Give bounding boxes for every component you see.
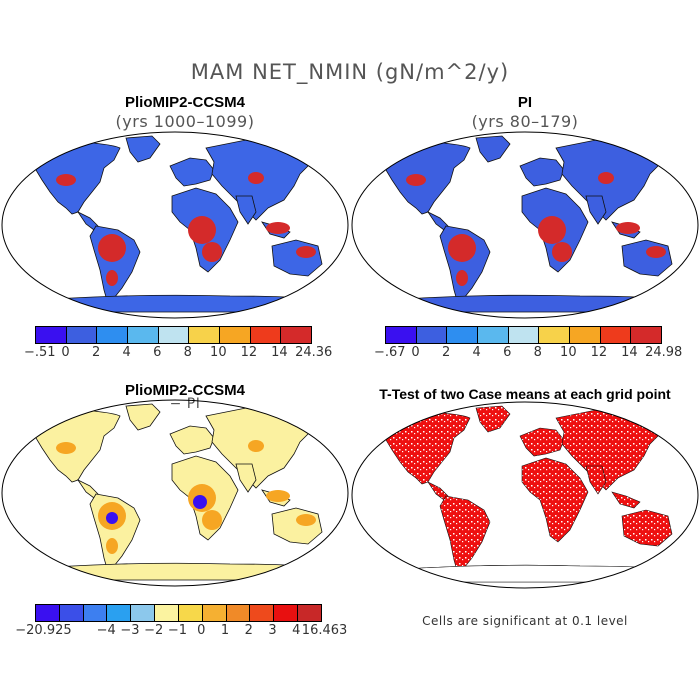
colorbar-tick-label: 14 — [621, 345, 638, 360]
panel-1-colorbar — [35, 326, 312, 344]
colorbar-tick-label: −2 — [144, 623, 164, 638]
panel-1-title: PlioMIP2-CCSM4 — [124, 94, 245, 111]
panel-3-map — [1, 399, 349, 587]
colorbar-tick-label: 4 — [292, 623, 301, 638]
colorbar-tick-label: 14 — [271, 345, 288, 360]
colorbar-tick-label: 4 — [122, 345, 131, 360]
colorbar-swatch — [416, 327, 448, 343]
colorbar-tick-label: 0 — [61, 345, 70, 360]
globe-outline — [351, 131, 699, 319]
colorbar-tick-label: 2 — [244, 623, 253, 638]
panel-2-subtitle: (yrs 80–179) — [471, 112, 579, 131]
colorbar-swatch — [131, 605, 156, 621]
colorbar-swatch — [570, 327, 601, 343]
colorbar-swatch — [155, 605, 179, 621]
globe-outline — [1, 399, 349, 587]
significant-cells — [361, 405, 683, 583]
colorbar-tick-label: 10 — [210, 345, 227, 360]
colorbar-swatch — [66, 327, 98, 343]
colorbar-tick-label: 4 — [472, 345, 481, 360]
colorbar-swatch — [202, 605, 227, 621]
panel-1-subtitle: (yrs 1000–1099) — [115, 112, 255, 131]
colorbar-tick-label: 8 — [183, 345, 192, 360]
panel-2-title: PI — [517, 94, 533, 111]
colorbar-tick-label: 3 — [268, 623, 277, 638]
colorbar-tick-label: 10 — [560, 345, 577, 360]
panel-4-map — [351, 401, 699, 589]
colorbar-swatch — [128, 327, 159, 343]
colorbar-tick-label: 8 — [533, 345, 542, 360]
colorbar-tick-label: 24.36 — [295, 345, 333, 360]
colorbar-swatch — [107, 605, 132, 621]
colorbar-tick-label: 0 — [411, 345, 420, 360]
globe-outline — [1, 131, 349, 319]
significance-note: Cells are significant at 0.1 level — [422, 614, 628, 628]
colorbar-tick-label: −3 — [120, 623, 140, 638]
negative-change-region — [193, 495, 207, 509]
panel-2-colorbar-labels: −.67 0 2 4 6 8 10 12 14 24.98 — [374, 345, 682, 361]
colorbar-tick-label: −.51 — [23, 345, 56, 360]
colorbar-swatch — [250, 327, 282, 343]
panel-2-colorbar — [385, 326, 662, 344]
colorbar-swatch — [508, 327, 540, 343]
colorbar-tick-label: −.67 — [373, 345, 406, 360]
colorbar-swatch — [83, 605, 108, 621]
colorbar-swatch — [478, 327, 509, 343]
colorbar-tick-label: 6 — [153, 345, 162, 360]
colorbar-tick-label: 6 — [503, 345, 512, 360]
colorbar-swatch — [274, 605, 299, 621]
panel-1-map — [1, 131, 349, 319]
panel-3-colorbar-labels: −20.925 −4 −3 −2 −1 0 1 2 3 4 16.463 — [15, 623, 347, 639]
colorbar-swatch — [59, 605, 84, 621]
negative-change-region — [106, 512, 118, 524]
panel-2-map — [351, 131, 699, 319]
colorbar-swatch — [97, 327, 129, 343]
colorbar-tick-label: 12 — [240, 345, 258, 360]
colorbar-tick-label: 12 — [590, 345, 608, 360]
colorbar-tick-label: 24.98 — [645, 345, 683, 360]
colorbar-tick-label: −1 — [167, 623, 188, 638]
colorbar-swatch — [631, 327, 662, 343]
colorbar-swatch — [298, 605, 321, 621]
globe-outline — [351, 401, 699, 589]
colorbar-swatch — [226, 605, 251, 621]
panel-4-title: T-Test of two Case means at each grid po… — [379, 386, 671, 402]
colorbar-swatch — [447, 327, 479, 343]
colorbar-tick-label: 16.463 — [301, 623, 348, 638]
colorbar-tick-label: 0 — [197, 623, 206, 638]
colorbar-swatch — [250, 605, 275, 621]
colorbar-tick-label: −20.925 — [15, 623, 72, 638]
colorbar-swatch — [178, 605, 203, 621]
colorbar-swatch — [220, 327, 251, 343]
colorbar-swatch — [281, 327, 312, 343]
panel-1-colorbar-labels: −.51 0 2 4 6 8 10 12 14 24.36 — [24, 345, 332, 361]
colorbar-swatch — [189, 327, 221, 343]
colorbar-tick-label: −4 — [96, 623, 116, 638]
figure-title: MAM NET_NMIN (gN/m^2/y) — [190, 60, 510, 84]
colorbar-swatch — [386, 327, 417, 343]
colorbar-swatch — [158, 327, 190, 343]
colorbar-tick-label: 2 — [441, 345, 451, 360]
colorbar-tick-label: 1 — [220, 623, 230, 638]
colorbar-swatch — [36, 605, 60, 621]
colorbar-swatch — [36, 327, 67, 343]
panel-3-title: PlioMIP2-CCSM4 — [124, 382, 245, 399]
colorbar-tick-label: 2 — [91, 345, 101, 360]
colorbar-swatch — [600, 327, 632, 343]
colorbar-swatch — [539, 327, 571, 343]
panel-3-colorbar — [35, 604, 322, 622]
